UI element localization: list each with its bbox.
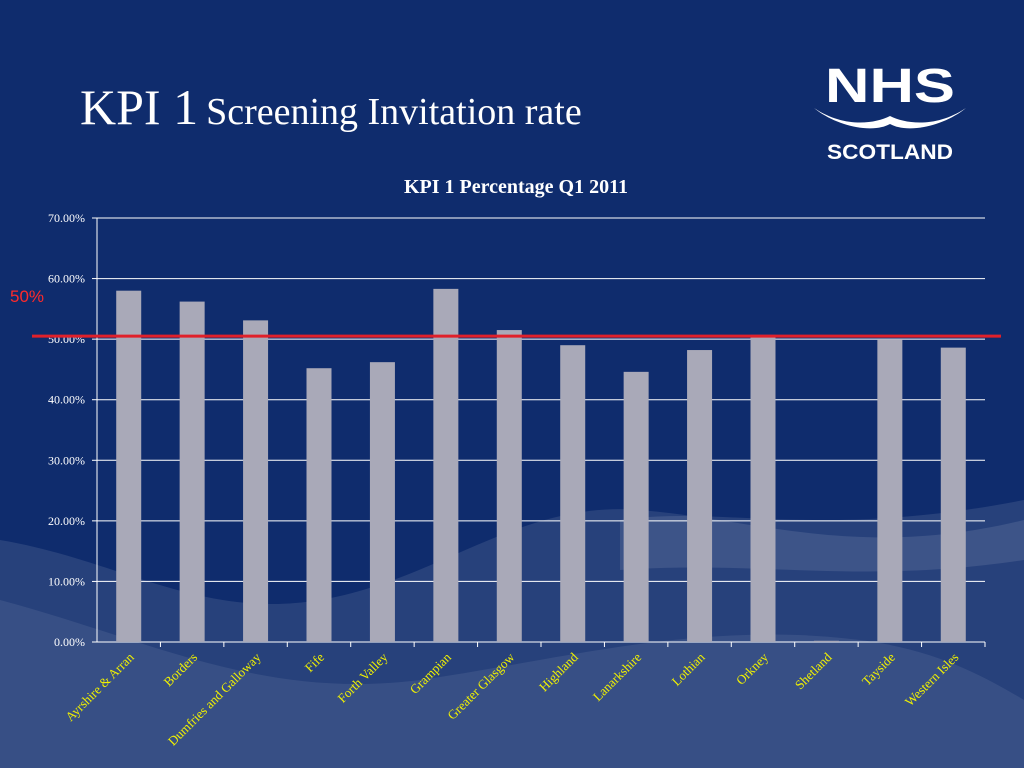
bar [750, 334, 776, 642]
y-tick-label: 10.00% [48, 574, 85, 588]
y-tick-label: 30.00% [48, 453, 85, 467]
nhs-scotland-logo: NHS SCOTLAND [814, 60, 966, 164]
bar [179, 301, 205, 642]
x-category-label: Lothian [668, 649, 708, 689]
bar [116, 290, 142, 642]
logo-book-icon [814, 108, 966, 129]
x-category-label: Ayrshire & Arran [62, 649, 137, 724]
y-tick-label: 60.00% [48, 272, 85, 286]
bar [306, 368, 332, 642]
bar [623, 371, 649, 642]
x-category-label: Lanarkshire [590, 649, 645, 704]
x-category-label: Tayside [859, 649, 898, 688]
bar [433, 288, 459, 642]
x-category-label: Orkney [733, 649, 772, 688]
bar [243, 320, 269, 642]
reference-line-label: 50% [10, 287, 45, 306]
bar [560, 345, 586, 642]
logo-nhs-text: NHS [825, 60, 955, 113]
slide-title: KPI 1 Screening Invitation rate [80, 78, 582, 136]
y-tick-label: 40.00% [48, 393, 85, 407]
slide-title-prefix: KPI 1 [80, 79, 199, 135]
chart-title: KPI 1 Percentage Q1 2011 [404, 176, 628, 198]
y-tick-label: 70.00% [48, 211, 85, 225]
y-tick-label: 50.00% [48, 332, 85, 346]
x-category-label: Borders [161, 650, 201, 690]
y-tick-label: 0.00% [54, 635, 85, 649]
x-category-label: Shetland [792, 649, 835, 692]
logo-scotland-text: SCOTLAND [827, 141, 953, 164]
x-category-label: Fife [302, 649, 328, 675]
y-tick-label: 20.00% [48, 514, 85, 528]
x-category-label: Highland [536, 649, 581, 694]
bar [877, 339, 903, 642]
bar [687, 350, 713, 642]
bar [813, 640, 839, 642]
slide-title-rest: Screening Invitation rate [206, 91, 582, 133]
x-category-label: Western Isles [902, 650, 962, 710]
x-category-label: Forth Valley [334, 649, 390, 705]
x-category-label: Greater Glasgow [444, 649, 518, 723]
x-category-label: Grampian [407, 649, 455, 697]
bar [940, 347, 966, 642]
bar [496, 330, 522, 642]
bar [369, 362, 395, 642]
